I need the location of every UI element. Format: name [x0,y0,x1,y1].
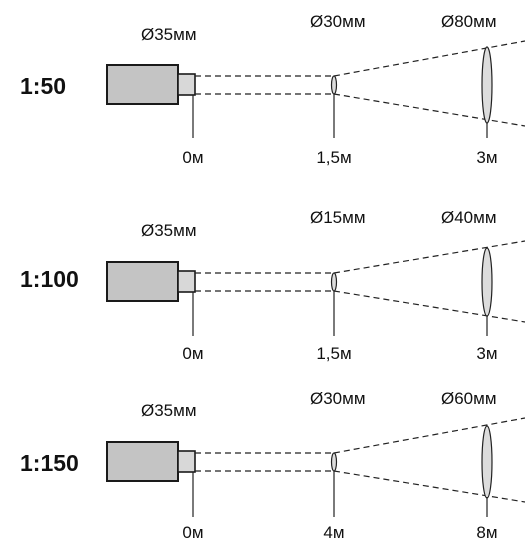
panel-1-100: 1:100 Ø35мм Ø15мм Ø40мм 0м 1,5м 3м [20,208,525,363]
mid-spot [330,75,338,95]
distance-start-label: 0м [182,148,203,167]
mid-diameter-label: Ø30мм [310,389,366,408]
ratio-label: 1:50 [20,73,66,99]
mid-spot [330,272,338,292]
beam-upper-far [333,417,525,454]
distance-mid-label: 1,5м [316,148,351,167]
projector-lens [177,450,196,473]
panel-1-50: 1:50 Ø35мм Ø30мм Ø80мм 0м 1,5м 3м [20,12,525,167]
projector-body [106,64,179,105]
distance-far-label: 8м [476,523,497,541]
projector-body [106,261,179,302]
panel-1-150: 1:150 Ø35мм Ø30мм Ø60мм 0м 4м 8м [20,389,525,541]
beam-lower-far [333,290,525,323]
distance-far-label: 3м [476,344,497,363]
distance-mid-label: 4м [323,523,344,541]
far-spot [481,46,493,124]
beam-lower-far [333,93,525,127]
far-spot [481,425,493,499]
distance-start-label: 0м [182,523,203,541]
distance-far-label: 3м [476,148,497,167]
distance-mid-label: 1,5м [316,344,351,363]
mid-spot [330,452,338,472]
projector-lens [177,270,196,293]
far-diameter-label: Ø40мм [441,208,497,227]
distance-start-label: 0м [182,344,203,363]
far-spot [481,247,493,317]
beam-upper-far [333,240,525,274]
far-diameter-label: Ø60мм [441,389,497,408]
mid-diameter-label: Ø30мм [310,12,366,31]
beam-lower-far [333,470,525,503]
source-diameter-label: Ø35мм [141,221,197,240]
projector-body [106,441,179,482]
projector-lens [177,73,196,96]
beam-upper-far [333,40,525,77]
mid-diameter-label: Ø15мм [310,208,366,227]
source-diameter-label: Ø35мм [141,401,197,420]
source-diameter-label: Ø35мм [141,25,197,44]
ratio-label: 1:100 [20,266,79,292]
ratio-label: 1:150 [20,450,79,476]
far-diameter-label: Ø80мм [441,12,497,31]
